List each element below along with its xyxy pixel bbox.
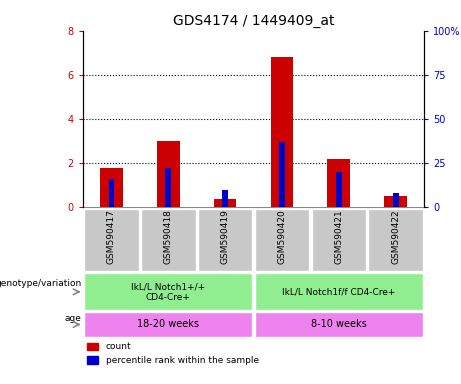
Text: GSM590417: GSM590417: [107, 209, 116, 264]
Bar: [108, 179, 114, 207]
Text: genotype/variation: genotype/variation: [0, 279, 82, 288]
Text: IkL/L Notch1+/+
CD4-Cre+: IkL/L Notch1+/+ CD4-Cre+: [131, 282, 205, 301]
FancyBboxPatch shape: [141, 209, 195, 271]
Bar: [393, 193, 398, 207]
Text: 8-10 weeks: 8-10 weeks: [311, 319, 366, 329]
Bar: [165, 169, 171, 207]
Bar: [100, 167, 123, 207]
FancyBboxPatch shape: [254, 313, 423, 336]
Bar: [271, 57, 293, 207]
Bar: [157, 141, 180, 207]
Text: 18-20 weeks: 18-20 weeks: [137, 319, 199, 329]
FancyBboxPatch shape: [84, 313, 253, 336]
Text: GSM590420: GSM590420: [278, 209, 286, 264]
FancyBboxPatch shape: [368, 209, 423, 271]
FancyBboxPatch shape: [84, 209, 139, 271]
Text: GSM590421: GSM590421: [334, 209, 343, 264]
Bar: [336, 172, 342, 207]
Bar: [384, 196, 407, 207]
FancyBboxPatch shape: [312, 209, 366, 271]
Text: GSM590419: GSM590419: [221, 209, 230, 264]
Text: GSM590422: GSM590422: [391, 209, 400, 264]
FancyBboxPatch shape: [254, 273, 423, 310]
Text: IkL/L Notch1f/f CD4-Cre+: IkL/L Notch1f/f CD4-Cre+: [282, 287, 396, 296]
Bar: [327, 159, 350, 207]
Text: age: age: [65, 314, 82, 323]
FancyBboxPatch shape: [198, 209, 253, 271]
Bar: [214, 199, 236, 207]
Legend: count, percentile rank within the sample: count, percentile rank within the sample: [88, 343, 259, 365]
Bar: [222, 190, 228, 207]
FancyBboxPatch shape: [84, 273, 253, 310]
FancyBboxPatch shape: [254, 209, 309, 271]
Title: GDS4174 / 1449409_at: GDS4174 / 1449409_at: [173, 14, 334, 28]
Bar: [279, 142, 285, 207]
Text: GSM590418: GSM590418: [164, 209, 173, 264]
